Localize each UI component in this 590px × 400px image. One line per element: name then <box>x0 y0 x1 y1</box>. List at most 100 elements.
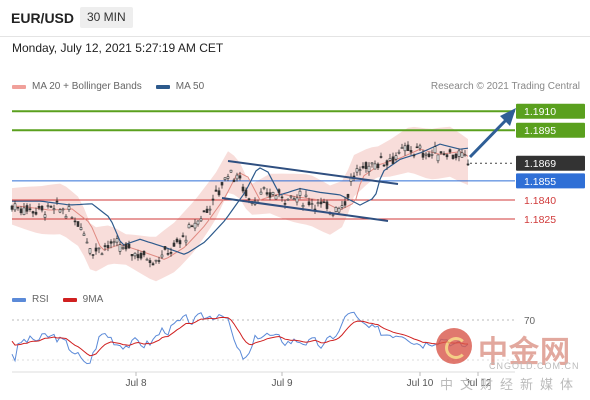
candle-body <box>25 205 29 212</box>
candle-body <box>118 244 122 252</box>
candle-body <box>343 201 347 206</box>
candle-body <box>262 187 266 189</box>
price-tag-target <box>516 122 585 138</box>
legend-label-9ma: 9MA <box>82 294 104 305</box>
candle-body <box>277 189 281 193</box>
candle-body <box>259 191 263 195</box>
candle-body <box>94 247 98 252</box>
candle-body <box>310 203 314 205</box>
x-tick-label: Jul 10 <box>407 378 434 389</box>
candle-body <box>382 164 386 167</box>
candle-body <box>460 152 464 158</box>
candle-body <box>415 146 419 149</box>
price-tag-pivot <box>516 173 585 189</box>
candle-body <box>412 154 416 157</box>
interval-button[interactable]: 30 MIN <box>80 7 133 28</box>
candle-body <box>127 243 131 249</box>
rsi-level-label: 70 <box>524 316 536 327</box>
candle-body <box>325 201 329 209</box>
candle-body <box>361 166 365 169</box>
channel-lines <box>221 160 399 222</box>
candle-body <box>142 250 146 256</box>
watermark-logo-icon <box>436 328 472 364</box>
candle-body <box>145 258 149 261</box>
x-tick-label: Jul 8 <box>125 378 147 389</box>
candle-body <box>334 207 338 213</box>
candle-body <box>34 211 38 215</box>
candle-body <box>427 153 431 157</box>
candle-body <box>337 208 341 213</box>
candle-body <box>121 247 125 249</box>
candle-body <box>43 214 47 218</box>
arrow-head <box>500 108 516 126</box>
candle-body <box>424 153 428 156</box>
candle-body <box>88 248 92 254</box>
candle-body <box>175 238 179 243</box>
candle-body <box>448 149 452 153</box>
candle-body <box>193 222 197 229</box>
candle-body <box>106 245 110 248</box>
candle-body <box>244 189 248 197</box>
legend-swatch-rsi <box>12 297 26 302</box>
candle-body <box>367 165 371 172</box>
candle-body <box>217 190 221 196</box>
candle-body <box>190 225 194 228</box>
candle-body <box>247 198 251 200</box>
rsi-9ma-line <box>11 316 468 357</box>
channel-upper-line <box>227 160 399 185</box>
candle-body <box>289 195 293 198</box>
candle-body <box>436 154 440 162</box>
candle-body <box>181 235 185 237</box>
time-axis: Jul 8 Jul 9 Jul 10 Jul 12 <box>12 371 515 389</box>
channel-lower-line <box>221 197 389 222</box>
main-legend: MA 20 + Bollinger Bands MA 50 <box>12 81 218 92</box>
candle-body <box>463 154 467 156</box>
candle-body <box>103 245 107 247</box>
candle-body <box>112 241 116 244</box>
price-label-target: 1.1910 <box>524 106 556 118</box>
candle-body <box>19 208 23 214</box>
candle-body <box>430 154 434 156</box>
candle-body <box>196 220 200 225</box>
candle-body <box>331 214 335 216</box>
candle-body <box>295 197 299 203</box>
candle-body <box>73 220 77 223</box>
candle-body <box>10 205 14 210</box>
price-label-current: 1.1869 <box>524 158 556 170</box>
candle-body <box>445 154 449 158</box>
candle-body <box>58 209 62 213</box>
price-label-support: 1.1825 <box>524 214 556 226</box>
candle-body <box>61 208 65 211</box>
candle-body <box>232 179 236 182</box>
candle-body <box>379 156 383 158</box>
candle-body <box>409 150 413 153</box>
candle-body <box>340 205 344 208</box>
watermark-title: 中金网 <box>478 335 571 370</box>
candle-body <box>124 243 128 250</box>
candle-body <box>55 200 59 203</box>
candle-body <box>139 252 143 259</box>
candle-body <box>394 155 398 160</box>
candle-body <box>64 216 68 219</box>
level-lines <box>12 110 515 220</box>
candle-body <box>97 247 101 250</box>
datetime-label: Monday, July 12, 2021 5:27:19 AM CET <box>12 41 224 55</box>
candle-body <box>172 242 176 247</box>
candle-body <box>280 196 284 199</box>
ma50-line <box>12 143 469 255</box>
candle-body <box>319 201 323 205</box>
candle-body <box>49 206 53 208</box>
candle-body <box>391 156 395 164</box>
candle-body <box>403 145 407 152</box>
candle-body <box>433 146 437 154</box>
candle-body <box>400 147 404 149</box>
candle-body <box>220 182 224 186</box>
candle-body <box>418 145 422 149</box>
legend-item-9ma: 9MA <box>62 294 104 305</box>
watermark-subtitle: 中文财经新媒体 <box>440 378 581 393</box>
price-tag-current <box>516 155 585 171</box>
candle-body <box>226 176 230 179</box>
candle-body <box>13 203 17 211</box>
candle-body <box>301 205 305 208</box>
candle-body <box>136 254 140 259</box>
